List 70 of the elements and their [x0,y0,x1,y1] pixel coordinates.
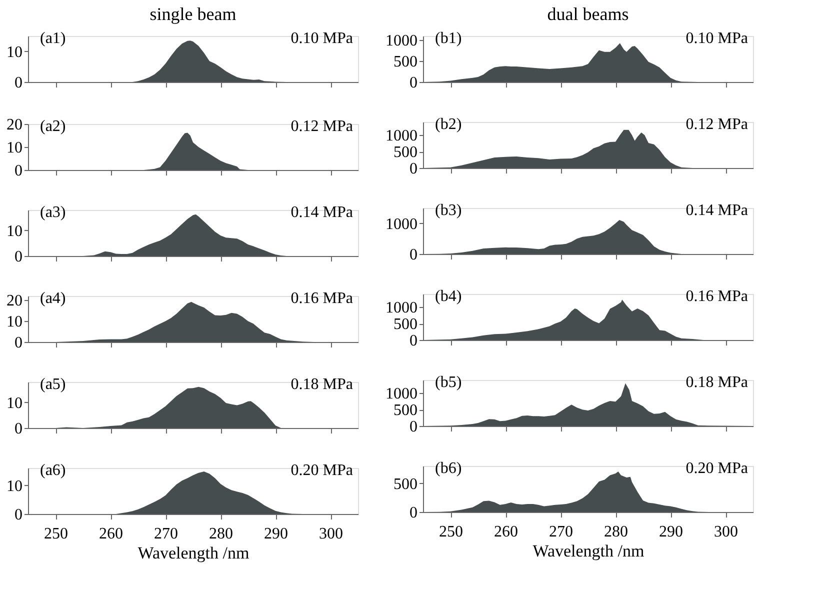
annotation: 0.12 MPa [290,118,353,135]
annotation: (a2) [40,118,66,135]
annotation: (b5) [435,374,462,391]
y-tick-label: 0 [14,162,22,180]
y-tick-label: 0 [14,74,22,92]
x-tick-label: 250 [439,524,463,540]
x-tick-label: 300 [319,526,343,542]
x-tick-label: 290 [659,524,683,540]
y-tick-label: 20 [6,116,22,134]
x-tick-label: 250 [44,526,68,542]
annotation: 0.20 MPa [290,462,353,479]
x-tick-label: 260 [494,524,518,540]
x-axis-title: Wavelength /nm [532,542,644,560]
y-tick-label: 0 [14,506,22,524]
y-tick-label: 0 [14,334,22,352]
x-axis-title: Wavelength /nm [138,544,250,562]
y-tick-label: 0 [14,420,22,438]
annotation: 0.14 MPa [290,204,353,221]
y-tick-label: 0 [14,248,22,266]
y-tick-label: 0 [410,504,418,522]
y-tick-label: 10 [6,478,22,495]
y-tick-label: 0 [410,332,418,350]
y-tick-label: 500 [394,476,418,493]
annotation: 0.10 MPa [290,30,353,47]
x-tick-label: 280 [209,526,233,542]
y-tick-label: 500 [394,144,418,162]
y-tick-label: 500 [394,316,418,334]
annotation: 0.16 MPa [290,290,353,307]
y-tick-label: 1000 [386,386,418,403]
annotation: (b4) [435,288,462,305]
y-tick-label: 10 [6,222,22,240]
annotation: 0.12 MPa [686,116,748,133]
y-tick-label: 10 [6,394,22,412]
y-tick-label: 0 [410,246,418,264]
x-tick-label: 290 [264,526,288,542]
y-tick-label: 1000 [386,32,418,50]
chart-title: single beam [150,4,236,24]
annotation: 0.18 MPa [686,374,748,391]
y-tick-label: 1000 [386,300,418,317]
y-tick-label: 500 [394,54,418,71]
annotation: 0.10 MPa [686,30,748,47]
y-tick-label: 10 [6,314,22,331]
annotation: (b6) [435,460,462,477]
y-tick-label: 10 [6,140,22,156]
annotation: (a5) [40,376,66,393]
y-tick-label: 0 [410,418,418,436]
y-tick-label: 1000 [386,128,418,145]
y-tick-label: 20 [6,292,22,310]
x-tick-label: 270 [154,526,178,542]
annotation: (a4) [40,290,66,307]
annotation: (a3) [40,204,66,221]
chart-title: dual beams [547,4,629,24]
x-tick-label: 300 [714,524,738,540]
annotation: (b2) [435,116,462,133]
x-tick-label: 280 [604,524,628,540]
x-tick-label: 260 [99,526,123,542]
annotation: 0.18 MPa [290,376,353,393]
annotation: 0.14 MPa [686,202,748,219]
annotation: (a6) [40,462,66,479]
y-tick-label: 10 [6,44,22,61]
y-tick-label: 0 [410,74,418,92]
annotation: (b3) [435,202,462,219]
x-tick-label: 270 [549,524,573,540]
y-tick-label: 1000 [386,216,418,233]
annotation: (b1) [435,30,462,47]
annotation: 0.16 MPa [686,288,748,305]
annotation: (a1) [40,30,66,47]
y-tick-label: 500 [394,402,418,420]
y-tick-label: 0 [410,160,418,178]
annotation: 0.20 MPa [686,460,748,477]
